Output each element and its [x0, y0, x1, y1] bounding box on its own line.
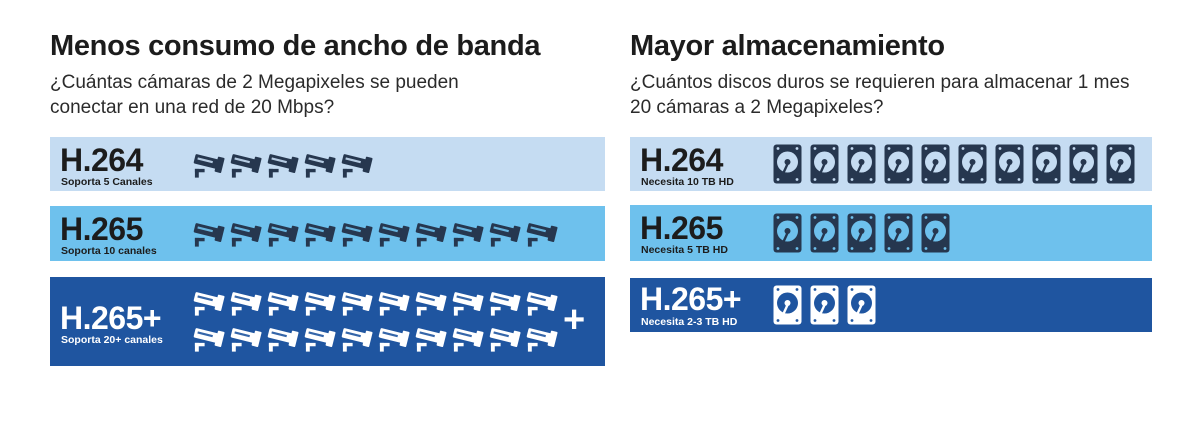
bandwidth-row-h265: H.265 Soporta 10 canales	[50, 206, 605, 261]
more-cameras-plus: +	[563, 299, 586, 341]
security-camera-icon	[415, 328, 447, 352]
hard-disk-icon	[921, 213, 950, 253]
storage-row-h264: H.264 Necesita 10 TB HD	[630, 137, 1152, 191]
security-camera-icon	[341, 328, 373, 352]
security-camera-icon	[378, 292, 410, 316]
storage-subtitle: ¿Cuántos discos duros se requieren para …	[630, 72, 1130, 118]
hard-disk-icon	[847, 213, 876, 253]
codec-caption: Necesita 2-3 TB HD	[641, 316, 738, 328]
security-camera-icon	[341, 223, 373, 247]
hard-disk-icon	[810, 285, 839, 325]
disk-group	[772, 212, 957, 254]
security-camera-icon	[526, 328, 558, 352]
hard-disk-icon	[1106, 144, 1135, 184]
security-camera-icon	[452, 328, 484, 352]
codec-caption: Soporta 20+ canales	[61, 334, 163, 346]
security-camera-icon	[230, 154, 262, 178]
bandwidth-row-h264: H.264 Soporta 5 Canales	[50, 137, 605, 191]
hard-disk-icon	[1069, 144, 1098, 184]
security-camera-icon	[489, 292, 521, 316]
storage-title: Mayor almacenamiento	[630, 30, 945, 62]
bandwidth-title: Menos consumo de ancho de banda	[50, 30, 541, 62]
hard-disk-icon	[958, 144, 987, 184]
hard-disk-icon	[921, 144, 950, 184]
security-camera-icon	[489, 328, 521, 352]
storage-row-h265plus: H.265+ Necesita 2-3 TB HD	[630, 278, 1152, 332]
security-camera-icon	[304, 328, 336, 352]
hard-disk-icon	[847, 144, 876, 184]
security-camera-icon	[452, 223, 484, 247]
security-camera-icon	[489, 223, 521, 247]
codec-caption: Soporta 5 Canales	[61, 176, 153, 188]
hard-disk-icon	[810, 144, 839, 184]
codec-label: H.265+	[640, 281, 742, 317]
disk-group	[772, 143, 1142, 185]
security-camera-icon	[267, 223, 299, 247]
security-camera-icon	[526, 292, 558, 316]
security-camera-icon	[267, 328, 299, 352]
hard-disk-icon	[1032, 144, 1061, 184]
camera-group	[192, 220, 562, 248]
hard-disk-icon	[995, 144, 1024, 184]
security-camera-icon	[267, 154, 299, 178]
security-camera-icon	[415, 292, 447, 316]
hard-disk-icon	[773, 285, 802, 325]
disk-group	[772, 284, 883, 326]
hard-disk-icon	[810, 213, 839, 253]
security-camera-icon	[230, 328, 262, 352]
camera-group	[192, 151, 377, 179]
storage-row-h265: H.265 Necesita 5 TB HD	[630, 205, 1152, 261]
bandwidth-subtitle: ¿Cuántas cámaras de 2 Megapixeles se pue…	[50, 72, 459, 118]
codec-caption: Soporta 10 canales	[61, 245, 157, 257]
security-camera-icon	[378, 223, 410, 247]
security-camera-icon	[304, 154, 336, 178]
hard-disk-icon	[884, 144, 913, 184]
security-camera-icon	[230, 223, 262, 247]
codec-caption: Necesita 10 TB HD	[641, 176, 734, 188]
security-camera-icon	[452, 292, 484, 316]
codec-caption: Necesita 5 TB HD	[641, 244, 728, 256]
codec-label: H.265+	[60, 300, 162, 336]
hard-disk-icon	[884, 213, 913, 253]
security-camera-icon	[526, 223, 558, 247]
security-camera-icon	[378, 328, 410, 352]
security-camera-icon	[193, 328, 225, 352]
codec-label: H.264	[640, 142, 723, 178]
security-camera-icon	[193, 292, 225, 316]
bandwidth-row-h265plus: H.265+ Soporta 20+ canales +	[50, 277, 605, 366]
codec-label: H.265	[640, 210, 723, 246]
security-camera-icon	[304, 292, 336, 316]
camera-group-row-2	[192, 325, 562, 353]
hard-disk-icon	[847, 285, 876, 325]
security-camera-icon	[230, 292, 262, 316]
security-camera-icon	[415, 223, 447, 247]
camera-group-row-1	[192, 289, 562, 317]
security-camera-icon	[341, 292, 373, 316]
hard-disk-icon	[773, 144, 802, 184]
codec-label: H.264	[60, 142, 143, 178]
security-camera-icon	[267, 292, 299, 316]
security-camera-icon	[341, 154, 373, 178]
codec-label: H.265	[60, 211, 143, 247]
security-camera-icon	[193, 154, 225, 178]
hard-disk-icon	[773, 213, 802, 253]
security-camera-icon	[304, 223, 336, 247]
security-camera-icon	[193, 223, 225, 247]
